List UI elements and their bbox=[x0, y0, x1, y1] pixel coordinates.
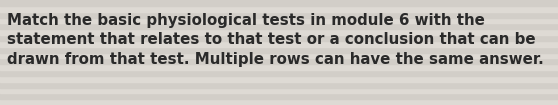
Bar bbox=[0, 99, 558, 105]
Bar bbox=[0, 93, 558, 99]
Bar bbox=[0, 87, 558, 93]
Bar bbox=[0, 64, 558, 70]
Bar bbox=[0, 47, 558, 52]
Bar bbox=[0, 52, 558, 58]
Bar bbox=[0, 18, 558, 23]
Bar bbox=[0, 12, 558, 18]
Bar bbox=[0, 35, 558, 41]
Bar bbox=[0, 41, 558, 47]
Bar bbox=[0, 23, 558, 29]
Bar bbox=[0, 58, 558, 64]
Bar bbox=[0, 6, 558, 12]
Bar bbox=[0, 29, 558, 35]
Bar bbox=[0, 0, 558, 6]
Bar bbox=[0, 76, 558, 82]
Bar bbox=[0, 70, 558, 76]
Text: Match the basic physiological tests in module 6 with the
statement that relates : Match the basic physiological tests in m… bbox=[7, 13, 544, 67]
Bar bbox=[0, 82, 558, 87]
